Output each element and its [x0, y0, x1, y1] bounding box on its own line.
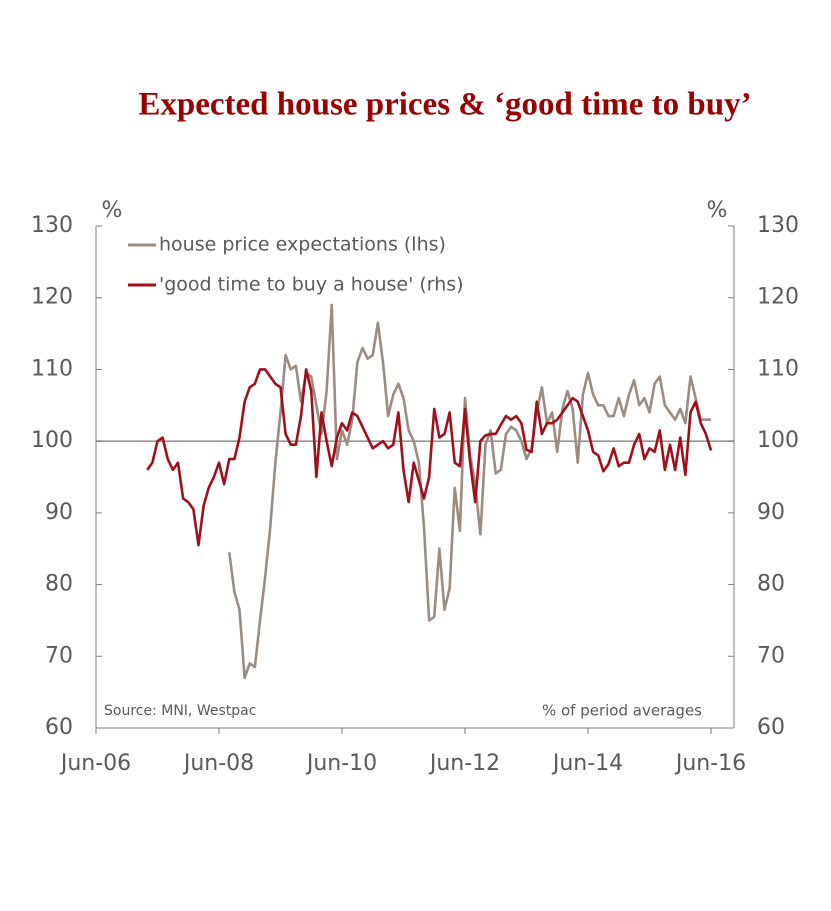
x-tick-label: Jun-14: [551, 751, 623, 776]
y-unit: %: [102, 198, 123, 223]
chart-title: Expected house prices & ‘good time to bu…: [138, 87, 751, 123]
x-tick-label: Jun-12: [428, 751, 500, 776]
y-tick-label: 110: [31, 356, 73, 381]
y-tick-label: 80: [45, 572, 73, 597]
source: Source: MNI, Westpac: [104, 703, 256, 719]
y2-tick-label: 120: [757, 285, 799, 310]
y2-tick-label: 70: [757, 643, 785, 668]
y2-tick-label: 130: [757, 213, 799, 238]
x-tick-label: Jun-06: [59, 751, 131, 776]
x-tick-label: Jun-16: [674, 751, 746, 776]
y-tick-label: 90: [45, 500, 73, 525]
y-tick-label: 60: [45, 715, 73, 740]
x-tick-label: Jun-10: [305, 751, 377, 776]
y2-tick-label: 100: [757, 428, 799, 453]
y2-tick-label: 60: [757, 715, 785, 740]
note: % of period averages: [542, 702, 702, 720]
legend-label: 'good time to buy a house' (rhs): [159, 274, 464, 296]
y-tick-label: 70: [45, 643, 73, 668]
y-tick-label: 130: [31, 213, 73, 238]
series-line: [227, 303, 711, 680]
x-tick-label: Jun-08: [182, 751, 254, 776]
y2-tick-label: 80: [757, 572, 785, 597]
y2-tick-label: 110: [757, 356, 799, 381]
y2-unit: %: [707, 198, 728, 223]
y-tick-label: 100: [31, 428, 73, 453]
series-line: [146, 368, 713, 547]
legend-label: house price expectations (lhs): [159, 234, 446, 256]
y2-tick-label: 90: [757, 500, 785, 525]
y-tick-label: 120: [31, 285, 73, 310]
